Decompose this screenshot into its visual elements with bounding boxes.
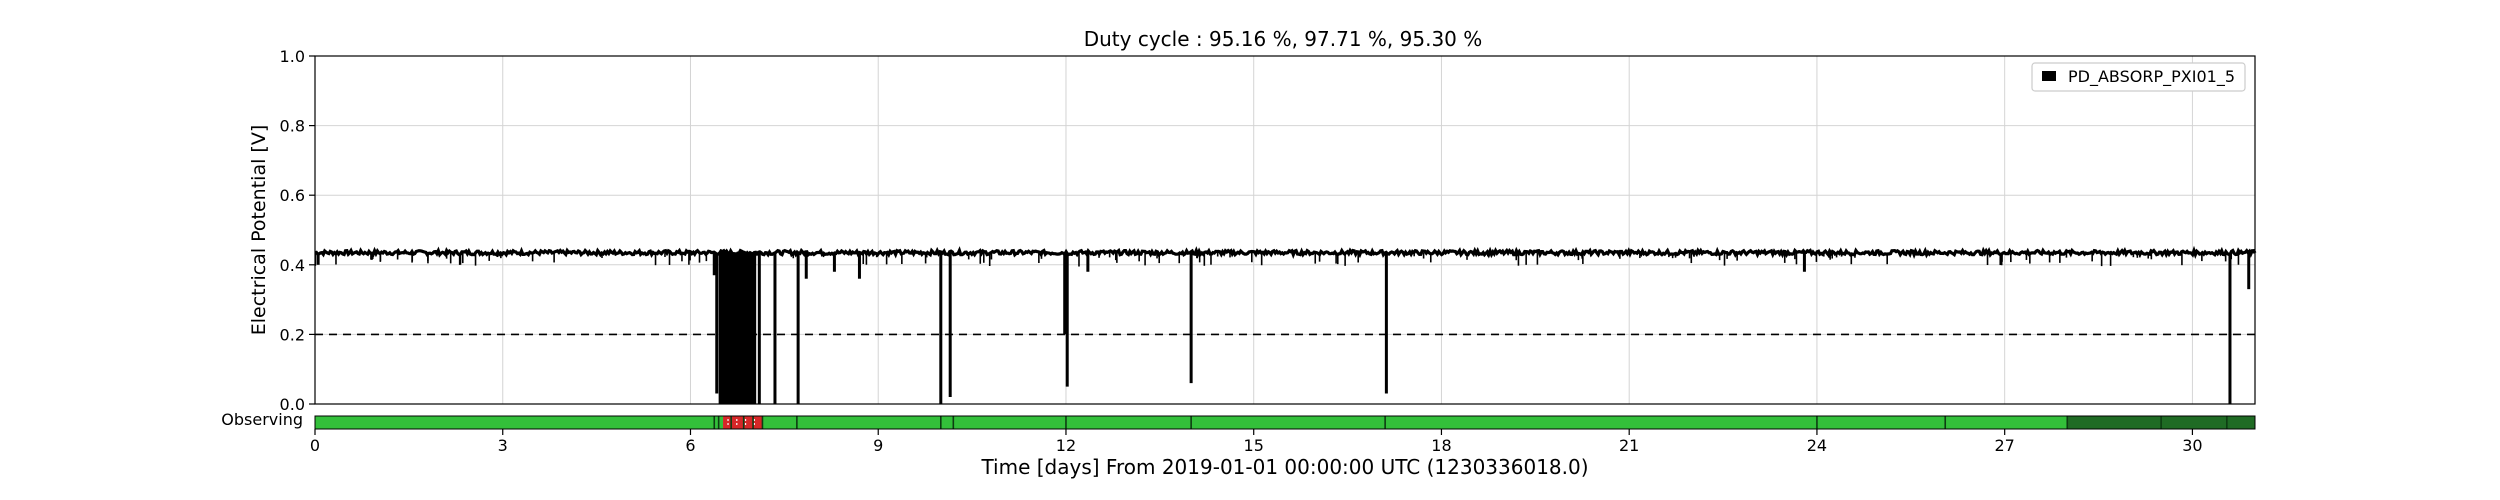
- legend: PD_ABSORP_PXI01_5: [2031, 62, 2246, 92]
- observing-label: Observing: [221, 410, 303, 429]
- y-tick-label: 0.8: [280, 117, 305, 136]
- chart-title: Duty cycle : 95.16 %, 97.71 %, 95.30 %: [1084, 27, 1483, 51]
- x-tick-label: 0: [310, 436, 320, 455]
- observing-bar: [314, 415, 2256, 430]
- y-axis-ticks: 0.0 0.2 0.4 0.6 0.8 1.0: [280, 47, 315, 414]
- y-axis-label: Electrical Potential [V]: [248, 125, 270, 335]
- y-tick-label: 0.6: [280, 186, 305, 205]
- y-tick-label: 0.4: [280, 256, 305, 275]
- y-tick-label: 1.0: [280, 47, 305, 66]
- x-tick-label: 18: [1431, 436, 1451, 455]
- x-tick-label: 27: [1994, 436, 2014, 455]
- x-tick-label: 9: [873, 436, 883, 455]
- x-tick-label: 30: [2182, 436, 2202, 455]
- observing-segment: [723, 416, 763, 429]
- plot-frame: [314, 55, 2256, 405]
- observing-frame: [314, 415, 2256, 430]
- x-tick-label: 21: [1619, 436, 1639, 455]
- x-axis-ticks: 0 3 6 9 12 15 18 21 24 27 30: [310, 429, 2203, 455]
- x-tick-label: 6: [685, 436, 695, 455]
- observing-segment: [762, 416, 2068, 429]
- legend-box: [2031, 62, 2246, 92]
- x-tick-label: 24: [1807, 436, 1827, 455]
- observing-segment: [315, 416, 724, 429]
- x-tick-label: 12: [1056, 436, 1076, 455]
- x-tick-label: 15: [1244, 436, 1264, 455]
- x-tick-label: 3: [498, 436, 508, 455]
- legend-label: PD_ABSORP_PXI01_5: [2068, 67, 2235, 87]
- series-line: [314, 245, 2257, 260]
- legend-swatch: [2042, 71, 2056, 81]
- y-tick-label: 0.0: [280, 395, 305, 414]
- y-tick-label: 0.2: [280, 325, 305, 344]
- x-axis-label: Time [days] From 2019-01-01 00:00:00 UTC…: [980, 455, 1588, 479]
- series-pd-absorp: [314, 245, 2257, 404]
